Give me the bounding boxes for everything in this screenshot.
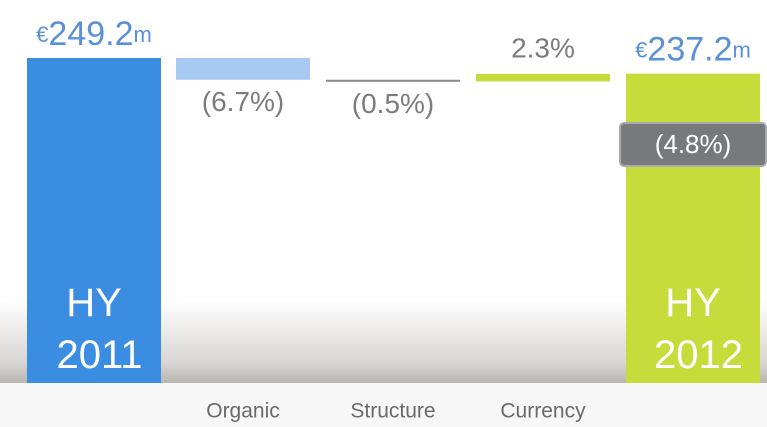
category-label: HY 2011 <box>45 281 142 377</box>
floor <box>0 383 767 427</box>
delta-bar <box>326 79 460 82</box>
total-change-box <box>619 122 767 167</box>
category-label: Currency <box>500 400 586 423</box>
delta-bar <box>176 58 310 80</box>
delta-bar <box>476 73 610 82</box>
category-label: Organic <box>206 400 280 423</box>
total-change-label: (4.8%) <box>655 129 732 159</box>
category-label: HY 2012 <box>643 281 743 377</box>
total-label: €237.2m <box>635 31 751 69</box>
delta-label: (6.7%) <box>202 86 284 117</box>
delta-label: (0.5%) <box>352 88 434 119</box>
category-label: Structure <box>350 400 435 423</box>
delta-label: 2.3% <box>511 32 575 63</box>
total-label: €249.2m <box>36 15 152 53</box>
total-bar <box>27 58 161 383</box>
